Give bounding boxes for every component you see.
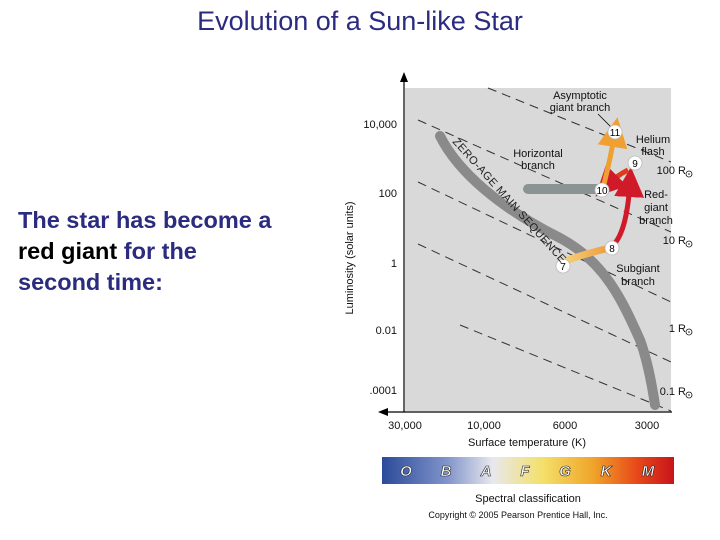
label-red-giant-branch: Red- giant branch: [639, 189, 673, 227]
spectral-letters: O B A F G K M: [400, 463, 655, 481]
radius-label-100: 100 R: [657, 165, 693, 178]
svg-text:8: 8: [609, 244, 615, 255]
body-line-1: The star has become a: [18, 207, 272, 233]
svg-text:Asymptotic: Asymptotic: [553, 90, 607, 102]
svg-text:10 R: 10 R: [663, 235, 686, 247]
label-helium-flash: Helium flash: [636, 134, 670, 158]
svg-text:giant: giant: [644, 202, 668, 214]
svg-text:A: A: [480, 463, 492, 480]
label-asymptotic-giant-branch: Asymptotic giant branch: [550, 90, 611, 114]
svg-text:10,000: 10,000: [467, 420, 501, 432]
body-emphasis-red-giant: red giant: [18, 238, 118, 264]
svg-text:9: 9: [632, 159, 638, 170]
svg-text:K: K: [601, 463, 613, 480]
radius-label-10: 10 R: [663, 235, 693, 248]
helium-flash-arrow: [595, 164, 630, 197]
y-axis-arrow-icon: [400, 72, 408, 82]
svg-text:0.01: 0.01: [376, 325, 397, 337]
axes: [382, 78, 672, 413]
svg-text:Helium: Helium: [636, 134, 670, 146]
body-line-3: second time:: [18, 269, 163, 295]
x-axis-label: Surface temperature (K): [468, 437, 586, 449]
svg-text:flash: flash: [641, 146, 664, 158]
point-9: 9: [627, 155, 643, 171]
svg-text:Subgiant: Subgiant: [616, 263, 659, 275]
svg-text:G: G: [559, 463, 571, 480]
point-10: 10: [594, 182, 610, 198]
spectral-class-bar: [382, 457, 674, 484]
point-11: 11: [607, 124, 623, 140]
svg-text:F: F: [520, 463, 530, 480]
point-7: 7: [555, 258, 571, 274]
svg-text:branch: branch: [639, 215, 673, 227]
svg-text:B: B: [441, 463, 452, 480]
point-8: 8: [604, 240, 620, 256]
svg-text:M: M: [642, 463, 655, 480]
body-line-2-rest: for the: [117, 238, 197, 264]
svg-text:10: 10: [596, 186, 608, 197]
y-axis-label: Luminosity (solar units): [344, 201, 356, 314]
svg-text:giant branch: giant branch: [550, 102, 611, 114]
radius-label-0-1: 0.1 R: [660, 386, 693, 399]
svg-text:0.1 R: 0.1 R: [660, 386, 686, 398]
svg-text:Red-: Red-: [644, 189, 668, 201]
svg-text:1 R: 1 R: [669, 323, 686, 335]
label-horizontal-branch: Horizontal branch: [513, 148, 563, 172]
label-subgiant-branch: Subgiant branch: [616, 263, 659, 288]
svg-text:6000: 6000: [553, 420, 577, 432]
svg-text:Horizontal: Horizontal: [513, 148, 563, 160]
svg-text:11: 11: [610, 128, 621, 139]
svg-text:3000: 3000: [635, 420, 659, 432]
x-tick-labels: 30,000 10,000 6000 3000: [388, 420, 659, 432]
svg-text:100: 100: [379, 188, 397, 200]
svg-text:branch: branch: [521, 160, 555, 172]
svg-text:O: O: [400, 463, 412, 480]
slide-title: Evolution of a Sun-like Star: [197, 6, 523, 36]
svg-text:7: 7: [560, 262, 566, 273]
svg-text:30,000: 30,000: [388, 420, 422, 432]
svg-text:10,000: 10,000: [363, 119, 397, 131]
svg-text:branch: branch: [621, 276, 655, 288]
slide-body-text: The star has become a red giant for the …: [18, 205, 338, 298]
radius-label-1: 1 R: [669, 323, 693, 336]
copyright-text: Copyright © 2005 Pearson Prentice Hall, …: [428, 510, 607, 520]
y-tick-labels: 10,000 100 1 0.01 .0001: [363, 119, 397, 397]
svg-text:1: 1: [391, 258, 397, 270]
asymptotic-label-leader: [597, 113, 613, 129]
main-sequence-band: [435, 131, 660, 410]
x-axis-arrow-icon: [378, 408, 388, 416]
radius-labels: 100 R 10 R 1 R 0.1 R: [657, 165, 693, 399]
svg-text:.0001: .0001: [369, 385, 397, 397]
spectral-caption: Spectral classification: [475, 493, 581, 505]
svg-text:100 R: 100 R: [657, 165, 686, 177]
